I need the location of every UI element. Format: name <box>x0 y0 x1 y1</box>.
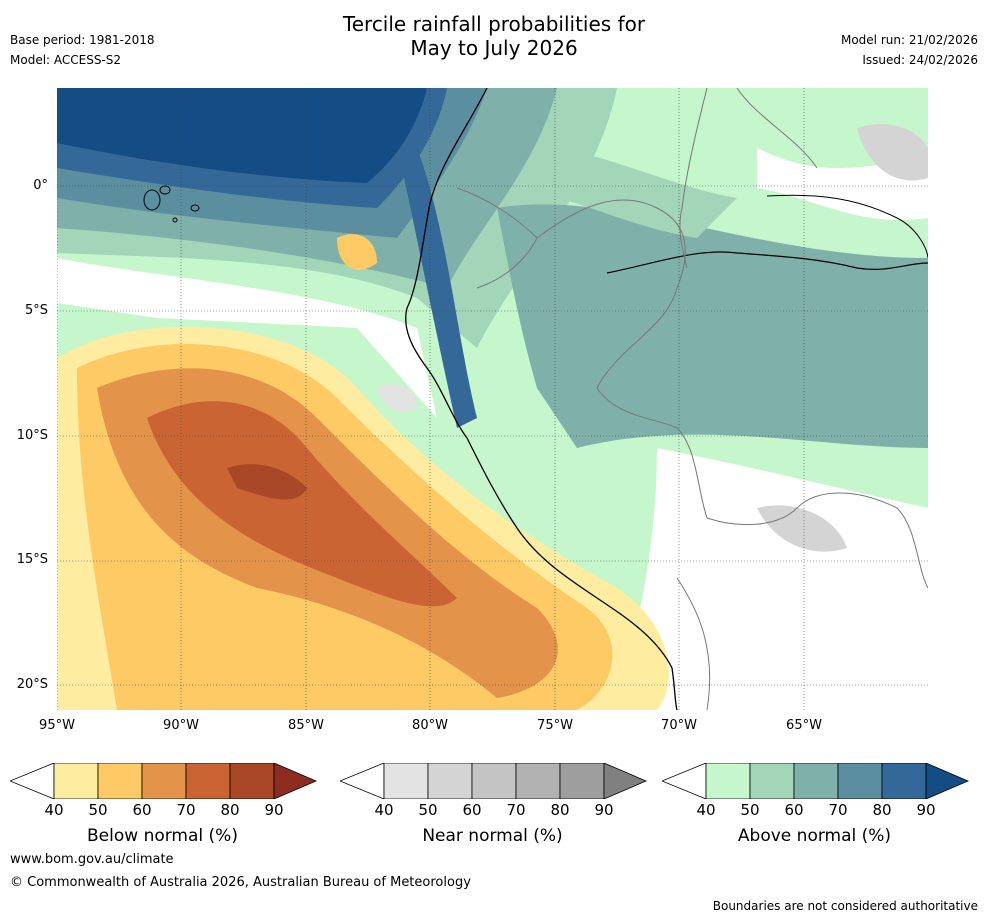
cb-near-segment-3 <box>471 763 517 799</box>
cb-near-title: Near normal (%) <box>422 826 563 846</box>
boundary-peru-brazil <box>536 199 708 519</box>
near-normal-patch-1 <box>757 505 847 552</box>
x-tick-85w: 85°W <box>288 718 324 733</box>
cb-below-segment-0 <box>10 763 55 799</box>
x-tick-80w: 80°W <box>412 718 448 733</box>
cb-above-segment-0 <box>662 763 707 799</box>
x-tick-65w: 65°W <box>786 718 822 733</box>
island-1 <box>143 189 161 211</box>
y-tick-5s: 5°S <box>24 303 48 318</box>
cb-above-segment-1 <box>705 763 751 799</box>
cb-below-segment-6 <box>273 763 318 799</box>
country-boundaries <box>456 88 928 710</box>
cb-above-tick-80: 80 <box>872 801 892 819</box>
x-tick-90w: 90°W <box>163 718 199 733</box>
near-normal-patch-2 <box>377 384 417 412</box>
above-90-plus-zone <box>57 88 427 183</box>
cb-above-segment-3 <box>793 763 839 799</box>
cb-below-segment-1 <box>53 763 99 799</box>
cb-near-tick-40: 40 <box>374 801 394 819</box>
cb-above-title: Above normal (%) <box>737 826 892 846</box>
cb-below-segment-4 <box>185 763 231 799</box>
river-north <box>766 194 928 259</box>
cb-above-segment-4 <box>837 763 883 799</box>
y-tick-20s: 20°S <box>16 677 48 692</box>
meta-right: Model run: 21/02/2026 Issued: 24/02/2026 <box>841 30 978 70</box>
x-tick-75w: 75°W <box>537 718 573 733</box>
base-period: Base period: 1981-2018 <box>10 33 155 47</box>
cb-above-segment-6 <box>925 763 970 799</box>
x-tick-95w: 95°W <box>39 718 75 733</box>
x-tick-70w: 70°W <box>661 718 697 733</box>
cb-below-tick-90: 90 <box>264 801 284 819</box>
boundary-colombia <box>679 88 708 269</box>
boundary-chile <box>676 577 711 710</box>
y-tick-15s: 15°S <box>16 552 48 567</box>
cb-above-segment-2 <box>749 763 795 799</box>
cb-near-segment-4 <box>515 763 561 799</box>
cb-above-tick-70: 70 <box>828 801 848 819</box>
coastal-band <box>402 148 477 428</box>
cb-near-tick-80: 80 <box>550 801 570 819</box>
cb-below-title: Below normal (%) <box>87 826 238 846</box>
y-tick-0: 0° <box>33 178 48 193</box>
colorbar-above <box>662 763 970 799</box>
cb-near-segment-6 <box>603 763 648 799</box>
cb-above-tick-60: 60 <box>784 801 804 819</box>
colorbar-near <box>340 763 648 799</box>
below-90-zone <box>227 464 307 500</box>
cb-below-tick-60: 60 <box>132 801 152 819</box>
map-svg <box>57 88 928 710</box>
cb-near-tick-90: 90 <box>594 801 614 819</box>
near-normal-patch-3 <box>857 124 928 181</box>
neutral-zone-southeast <box>617 448 928 710</box>
amazon-above-70 <box>497 204 928 448</box>
cb-below-tick-70: 70 <box>176 801 196 819</box>
cb-near-segment-2 <box>427 763 473 799</box>
cb-near-segment-0 <box>340 763 385 799</box>
cb-above-tick-50: 50 <box>740 801 760 819</box>
neutral-zone-west <box>57 258 437 418</box>
cb-near-tick-60: 60 <box>462 801 482 819</box>
model-run: Model run: 21/02/2026 <box>840 33 978 47</box>
disclaimer: Boundaries are not considered authoritat… <box>712 899 978 913</box>
copyright: © Commonwealth of Australia 2026, Austra… <box>10 875 471 890</box>
cb-near-segment-5 <box>559 763 605 799</box>
graticule <box>57 88 928 710</box>
galapagos-islands <box>143 185 200 223</box>
cb-below-segment-3 <box>141 763 187 799</box>
title-line-1: Tercile rainfall probabilities for <box>342 12 646 36</box>
island-3 <box>190 204 200 212</box>
issued-date: Issued: 24/02/2026 <box>862 53 978 67</box>
rainfall-probability-map <box>57 88 928 710</box>
island-2 <box>159 185 171 195</box>
colorbar-below <box>10 763 318 799</box>
model-name: Model: ACCESS-S2 <box>10 53 122 67</box>
amazon-above-60 <box>557 148 737 238</box>
cb-below-segment-2 <box>97 763 143 799</box>
cb-above-tick-90: 90 <box>916 801 936 819</box>
boundary-bolivia <box>706 492 928 589</box>
title-line-2: May to July 2026 <box>410 36 578 60</box>
below-80-zone <box>147 401 457 607</box>
meta-left: Base period: 1981-2018 Model: ACCESS-S2 <box>10 30 155 70</box>
cb-below-tick-80: 80 <box>220 801 240 819</box>
cb-above-segment-5 <box>881 763 927 799</box>
cb-below-segment-5 <box>229 763 275 799</box>
below-blob-coast <box>337 234 377 270</box>
cb-below-tick-40: 40 <box>44 801 64 819</box>
cb-near-tick-70: 70 <box>506 801 526 819</box>
cb-near-segment-1 <box>383 763 429 799</box>
island-4 <box>172 217 178 223</box>
cb-above-tick-40: 40 <box>696 801 716 819</box>
website-link[interactable]: www.bom.gov.au/climate <box>10 852 174 867</box>
coastline <box>405 88 678 710</box>
y-tick-10s: 10°S <box>16 428 48 443</box>
map-title: Tercile rainfall probabilities for May t… <box>0 12 988 60</box>
river-amazon <box>606 251 928 274</box>
cb-below-tick-50: 50 <box>88 801 108 819</box>
cb-near-tick-50: 50 <box>418 801 438 819</box>
boundary-venezuela <box>736 88 818 169</box>
